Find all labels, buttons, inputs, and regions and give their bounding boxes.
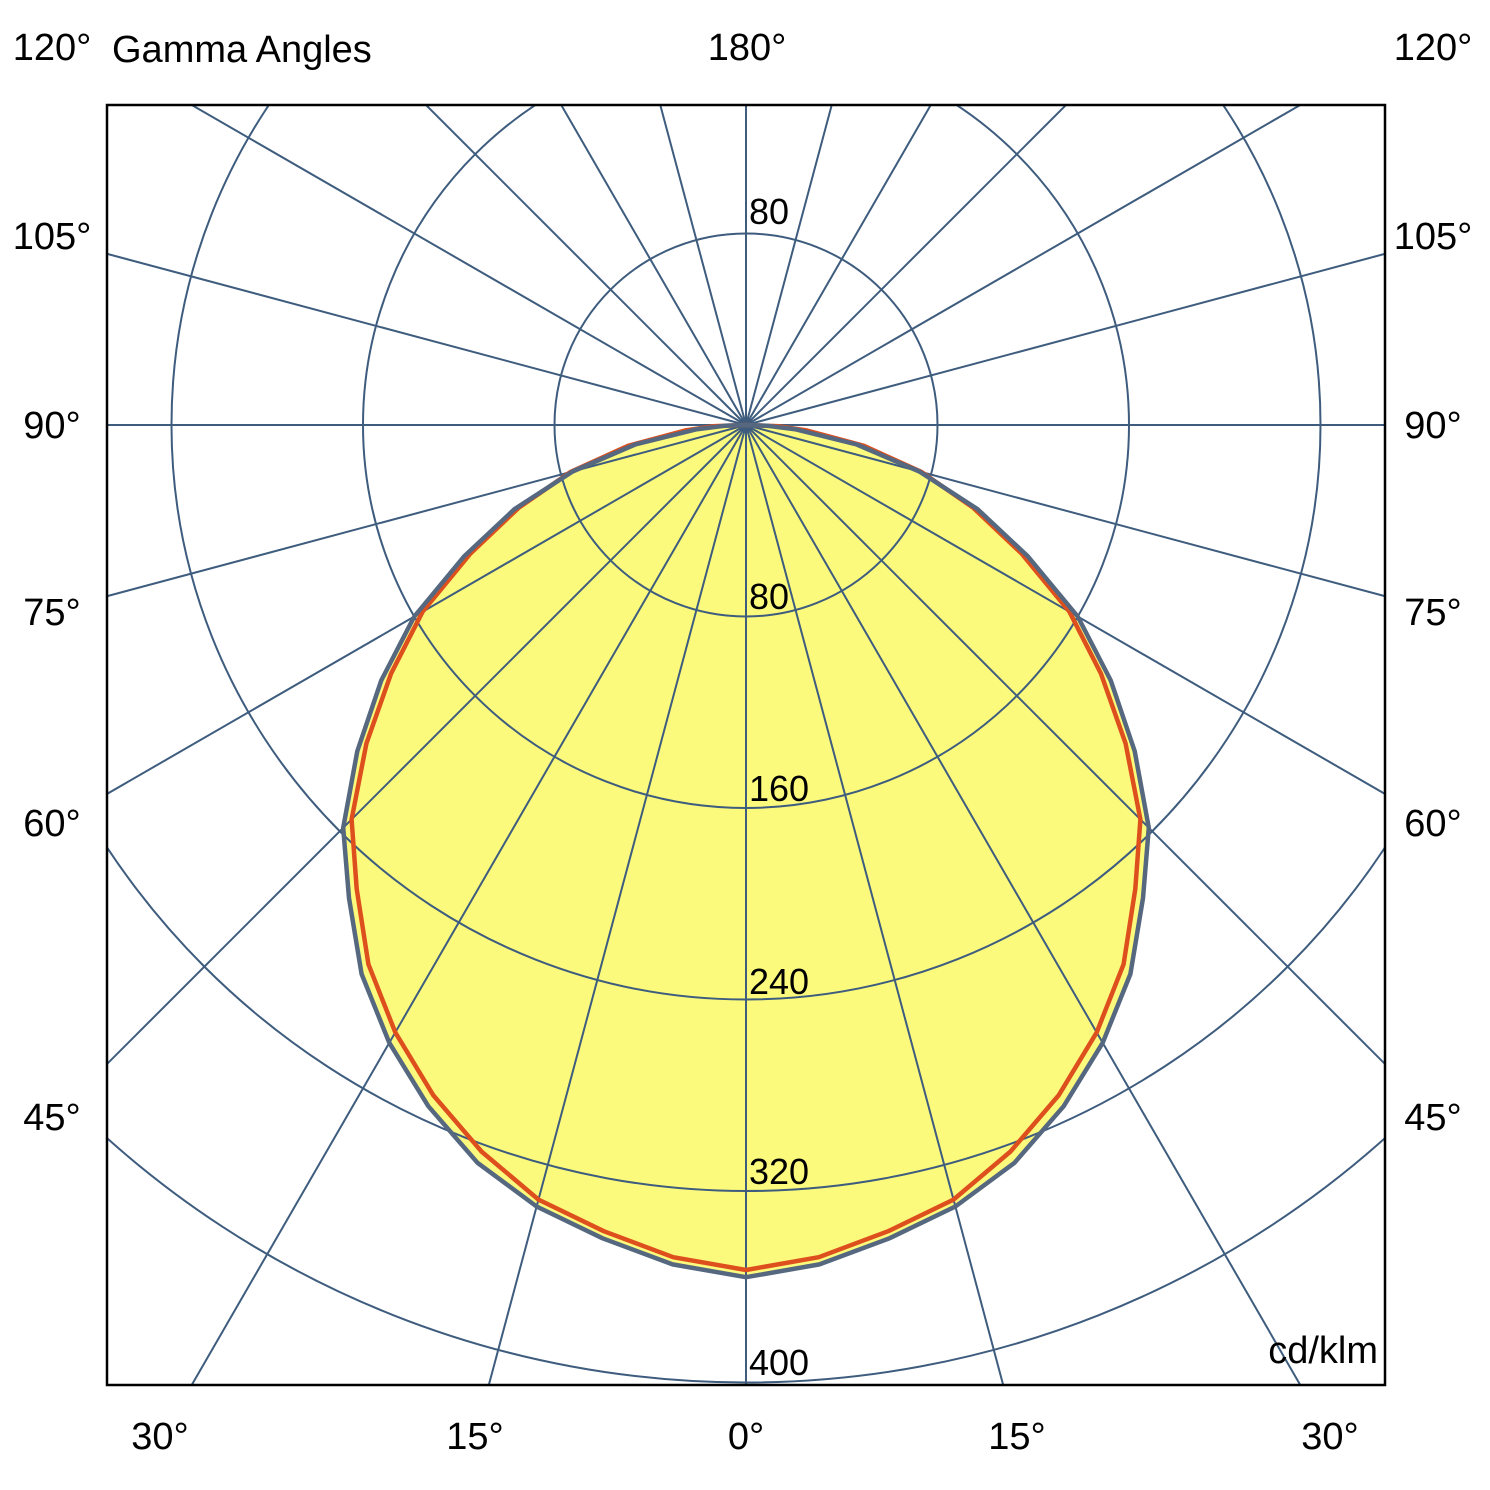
grid-ray-345 <box>487 424 747 1385</box>
grid-ray-150 <box>745 105 932 426</box>
dark-intensity-curve <box>340 422 1152 1280</box>
grid-ray-255 <box>107 252 747 426</box>
grid-ray-225 <box>424 105 747 426</box>
grid-ray-120 <box>745 105 1303 426</box>
radial-unit-label: cd/klm <box>1268 1330 1378 1372</box>
angle-label-bottom-15-right: 15° <box>988 1416 1046 1458</box>
grid-ray-300 <box>107 424 747 796</box>
angle-label-right-105: 105° <box>1393 216 1473 258</box>
angle-label-left-105: 105° <box>12 216 92 258</box>
angle-label-bottom-0: 0° <box>727 1416 765 1458</box>
angle-label-right-120: 120° <box>1393 27 1473 69</box>
grid-ray-285 <box>107 424 747 598</box>
chart-title: Gamma Angles <box>112 29 372 71</box>
grid-ray-60 <box>745 424 1385 796</box>
grid-ray-165 <box>745 105 833 426</box>
grid-ray-210 <box>560 105 747 426</box>
angle-label-top-180: 180° <box>707 27 787 69</box>
ring-label-80-top: 80 <box>749 191 790 232</box>
grid-ray-75 <box>745 424 1385 598</box>
ring-label-80: 80 <box>749 576 790 617</box>
grid-ray-195 <box>659 105 747 426</box>
grid-ray-135 <box>745 105 1068 426</box>
angle-label-left-90: 90° <box>23 405 81 447</box>
grid-ray-240 <box>189 105 747 426</box>
angle-label-bottom-30-left: 30° <box>131 1416 189 1458</box>
grid-ray-45 <box>745 424 1385 1066</box>
angle-label-left-45: 45° <box>23 1097 81 1139</box>
ring-label-320: 320 <box>749 1151 810 1192</box>
angle-label-bottom-30-right: 30° <box>1301 1416 1359 1458</box>
grid-ray-15 <box>745 424 1005 1385</box>
red-intensity-curve <box>349 422 1143 1273</box>
plot-border <box>105 103 1387 1387</box>
angle-label-right-60: 60° <box>1404 803 1462 845</box>
angle-label-left-120: 120° <box>12 27 92 69</box>
angle-label-right-90: 90° <box>1404 405 1462 447</box>
angle-label-right-75: 75° <box>1404 592 1462 634</box>
grid-ray-315 <box>107 424 747 1066</box>
angle-label-right-45: 45° <box>1404 1097 1462 1139</box>
angle-label-bottom-15-left: 15° <box>446 1416 504 1458</box>
ring-label-400: 400 <box>749 1342 810 1383</box>
ring-label-240: 240 <box>749 961 810 1002</box>
grid-ray-105 <box>745 252 1385 426</box>
angle-label-left-75: 75° <box>23 592 81 634</box>
ring-label-160: 160 <box>749 768 810 809</box>
angle-label-left-60: 60° <box>23 803 81 845</box>
